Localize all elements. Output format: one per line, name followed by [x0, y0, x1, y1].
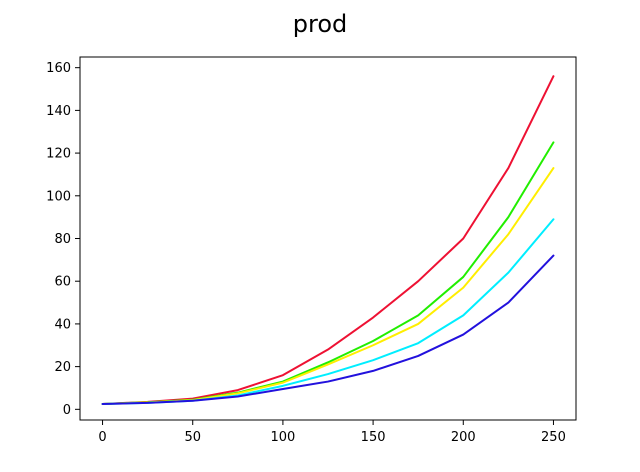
y-tick-label: 40 — [54, 317, 71, 332]
series-line-1 — [101, 75, 555, 405]
y-tick-label: 120 — [46, 147, 71, 162]
y-tick-label: 0 — [63, 403, 71, 418]
x-tick-label: 100 — [270, 430, 295, 445]
y-axis: 0 20 40 60 80 100 120 140 160 — [46, 61, 80, 418]
series-layer — [101, 75, 555, 405]
y-tick-label: 100 — [46, 189, 71, 204]
y-tick-label: 60 — [54, 275, 71, 290]
x-tick-label: 200 — [451, 430, 476, 445]
chart-title: prod — [293, 10, 348, 38]
x-tick-label: 150 — [361, 430, 386, 445]
y-tick-label: 80 — [54, 232, 71, 247]
x-tick-label: 0 — [98, 430, 106, 445]
series-line-5 — [101, 254, 555, 405]
x-axis: 0 50 100 150 200 250 — [98, 420, 566, 445]
x-tick-label: 250 — [541, 430, 566, 445]
y-tick-label: 20 — [54, 360, 71, 375]
y-tick-label: 160 — [46, 61, 71, 76]
y-tick-label: 140 — [46, 104, 71, 119]
x-tick-label: 50 — [184, 430, 201, 445]
